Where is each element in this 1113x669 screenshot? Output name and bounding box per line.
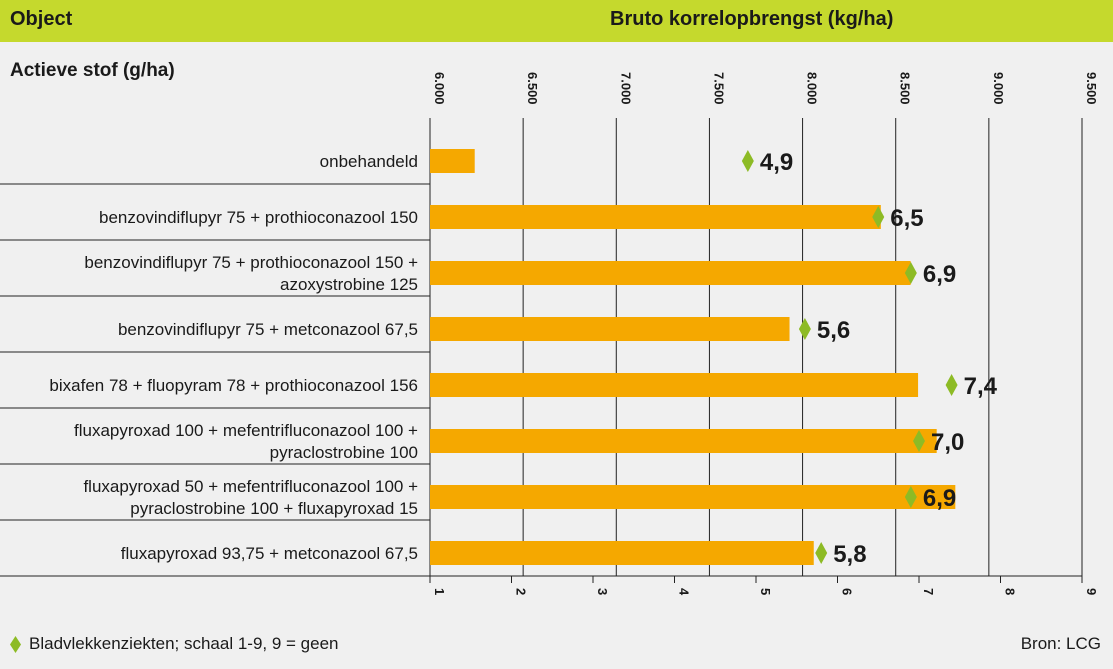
disease-score-label: 6,5 (890, 205, 923, 232)
bottom-tick-label: 6 (840, 588, 855, 595)
source-label: Bron: LCG (1020, 634, 1101, 653)
object-column-label: Object (10, 8, 73, 30)
active-substance-label: Actieve stof (g/ha) (10, 60, 175, 81)
disease-score-label: 7,0 (931, 429, 964, 456)
yield-bar (430, 429, 937, 453)
yield-bar (430, 149, 475, 173)
category-label: benzovindiflupyr 75 + prothioconazool 15… (84, 253, 418, 272)
disease-score-marker (945, 374, 958, 396)
top-tick-label: 6.000 (432, 72, 447, 105)
disease-score-marker (904, 262, 917, 284)
bottom-tick-label: 1 (432, 588, 447, 595)
yield-bar (430, 485, 956, 509)
category-label: benzovindiflupyr 75 + metconazool 67,5 (118, 320, 418, 339)
category-label: fluxapyroxad 100 + mefentrifluconazool 1… (74, 421, 418, 440)
disease-score-label: 4,9 (760, 149, 793, 176)
top-tick-label: 9.500 (1084, 72, 1099, 105)
yield-bar (430, 373, 919, 397)
category-label: onbehandeld (320, 152, 418, 171)
yield-bar (430, 317, 790, 341)
yield-bar (430, 261, 911, 285)
disease-score-marker (815, 542, 828, 564)
bottom-tick-label: 2 (514, 588, 529, 595)
category-label: pyraclostrobine 100 (270, 443, 418, 462)
top-tick-label: 7.000 (618, 72, 633, 105)
disease-score-marker (904, 486, 917, 508)
category-label: fluxapyroxad 50 + mefentrifluconazool 10… (83, 477, 418, 496)
disease-score-label: 6,9 (923, 261, 956, 288)
legend-text: Bladvlekkenziekten; schaal 1-9, 9 = geen (29, 634, 339, 653)
category-label: bixafen 78 + fluopyram 78 + prothioconaz… (49, 376, 418, 395)
top-tick-label: 6.500 (525, 72, 540, 105)
disease-score-marker (913, 430, 925, 452)
category-label: azoxystrobine 125 (280, 275, 418, 294)
yield-bar (430, 205, 881, 229)
top-tick-label: 7.500 (711, 72, 726, 105)
category-label: pyraclostrobine 100 + fluxapyroxad 15 (130, 499, 418, 518)
disease-score-label: 5,6 (817, 317, 850, 344)
disease-score-marker (741, 150, 754, 172)
chart-header: Object Bruto korrelopbrengst (kg/ha) (0, 0, 1113, 42)
bottom-tick-label: 8 (1003, 588, 1018, 595)
category-label: fluxapyroxad 93,75 + metconazool 67,5 (121, 544, 418, 563)
chart-title: Bruto korrelopbrengst (kg/ha) (610, 8, 894, 30)
top-tick-label: 8.500 (898, 72, 913, 105)
category-label: benzovindiflupyr 75 + prothioconazool 15… (99, 208, 418, 227)
bottom-tick-label: 5 (758, 588, 773, 595)
bottom-tick-label: 3 (595, 588, 610, 595)
top-tick-label: 9.000 (991, 72, 1006, 105)
bottom-tick-label: 4 (677, 588, 692, 596)
bottom-tick-label: 7 (921, 588, 936, 595)
disease-score-label: 7,4 (964, 373, 998, 400)
disease-score-label: 6,9 (923, 485, 956, 512)
top-tick-label: 8.000 (805, 72, 820, 105)
disease-score-marker (798, 318, 811, 340)
diamond-icon (10, 635, 21, 653)
disease-score-marker (872, 206, 885, 228)
yield-bar (430, 541, 814, 565)
disease-score-label: 5,8 (833, 541, 866, 568)
bottom-tick-label: 9 (1084, 588, 1099, 595)
legend: Bladvlekkenziekten; schaal 1-9, 9 = geen (10, 634, 339, 654)
